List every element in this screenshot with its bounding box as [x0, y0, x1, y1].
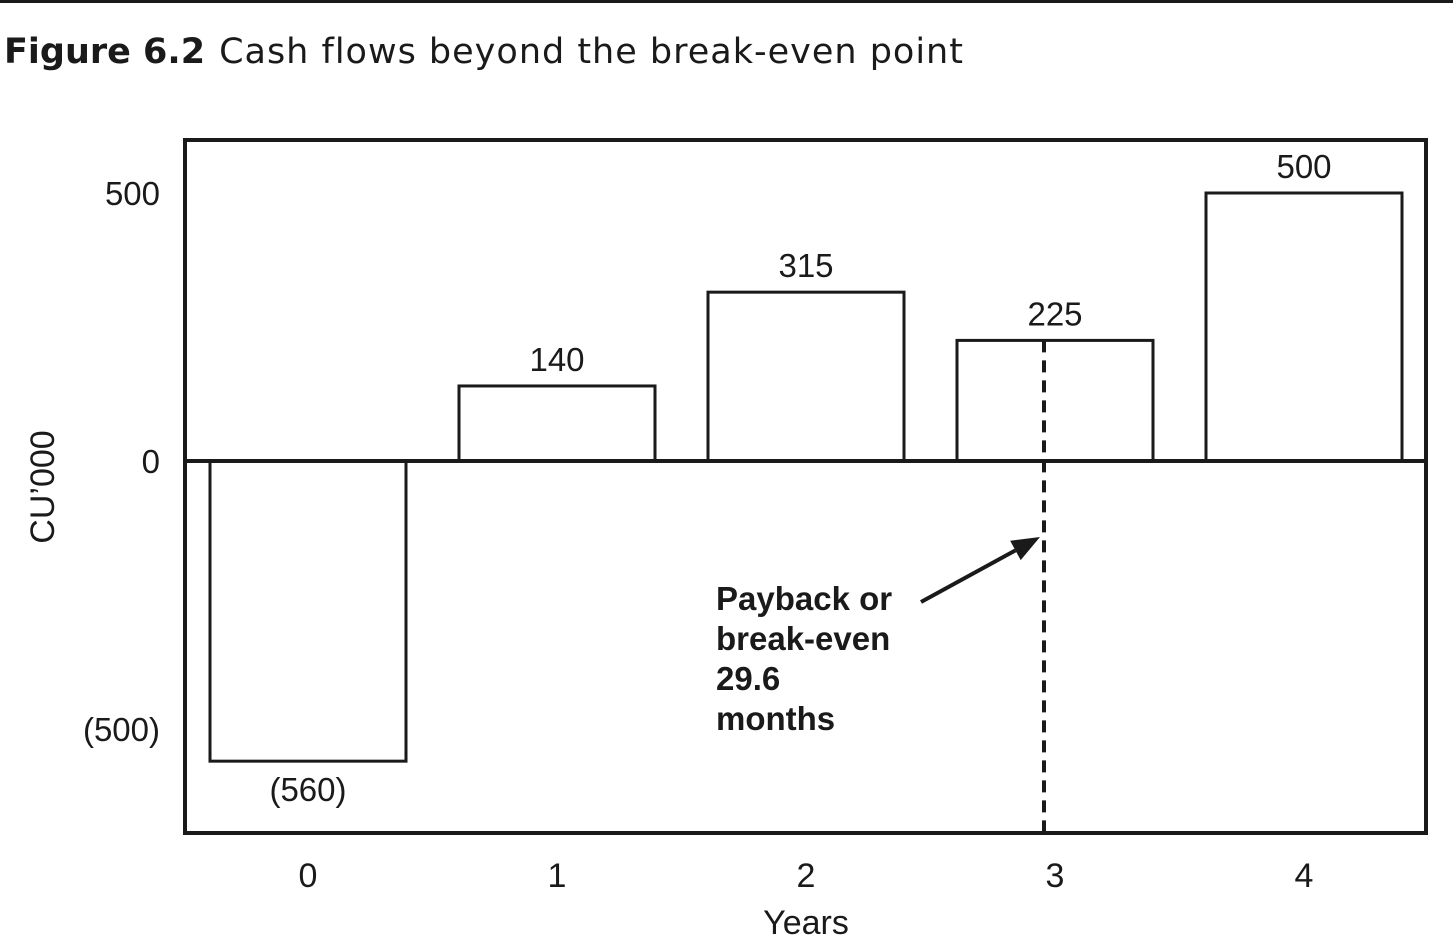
x-tick-label-1: 1 — [548, 857, 567, 895]
bar-year-2 — [706, 290, 906, 463]
data-label-year-2: 315 — [778, 247, 833, 284]
x-tick-label-0: 0 — [299, 857, 318, 895]
bar-year-3 — [955, 338, 1155, 463]
data-label-year-1: 140 — [529, 341, 584, 378]
figure-caption: Figure 6.2 Cash flows beyond the break-ev… — [4, 32, 964, 72]
payback-annotation-line-3: 29.6 — [716, 660, 780, 697]
labels-layer: (560) 0 140 1 315 2 225 3 500 4 500 0 (500) Payback o… — [83, 148, 1332, 895]
figure-number: Figure 6.2 — [4, 32, 206, 72]
data-label-year-0: (560) — [269, 771, 346, 808]
y-axis-label: CU’000 — [24, 430, 62, 543]
plot-frame — [183, 138, 1428, 835]
payback-annotation-line-4: months — [716, 700, 835, 737]
bars-layer — [208, 191, 1404, 763]
y-tick-label-0: 0 — [142, 443, 160, 480]
x-tick-label-3: 3 — [1046, 857, 1065, 895]
x-tick-label-2: 2 — [797, 857, 816, 895]
payback-arrow-head — [1010, 537, 1040, 561]
payback-annotation-line-2: break-even — [716, 620, 890, 657]
bar-year-1 — [457, 384, 657, 463]
top-rule — [0, 0, 1453, 3]
payback-annotation-line-1: Payback or — [716, 580, 892, 617]
x-axis-label: Years — [763, 904, 849, 936]
payback-arrow-shaft — [920, 548, 1017, 604]
data-label-year-3: 225 — [1027, 295, 1082, 332]
y-tick-label-500: 500 — [105, 175, 160, 212]
data-label-year-4: 500 — [1276, 148, 1331, 185]
x-tick-label-4: 4 — [1295, 857, 1314, 895]
y-tick-label-neg-500neg-: (500) — [83, 711, 160, 748]
bar-year-4 — [1204, 191, 1404, 463]
figure-title: Cash flows beyond the break-even point — [219, 32, 964, 72]
bar-year-0 — [208, 459, 408, 763]
